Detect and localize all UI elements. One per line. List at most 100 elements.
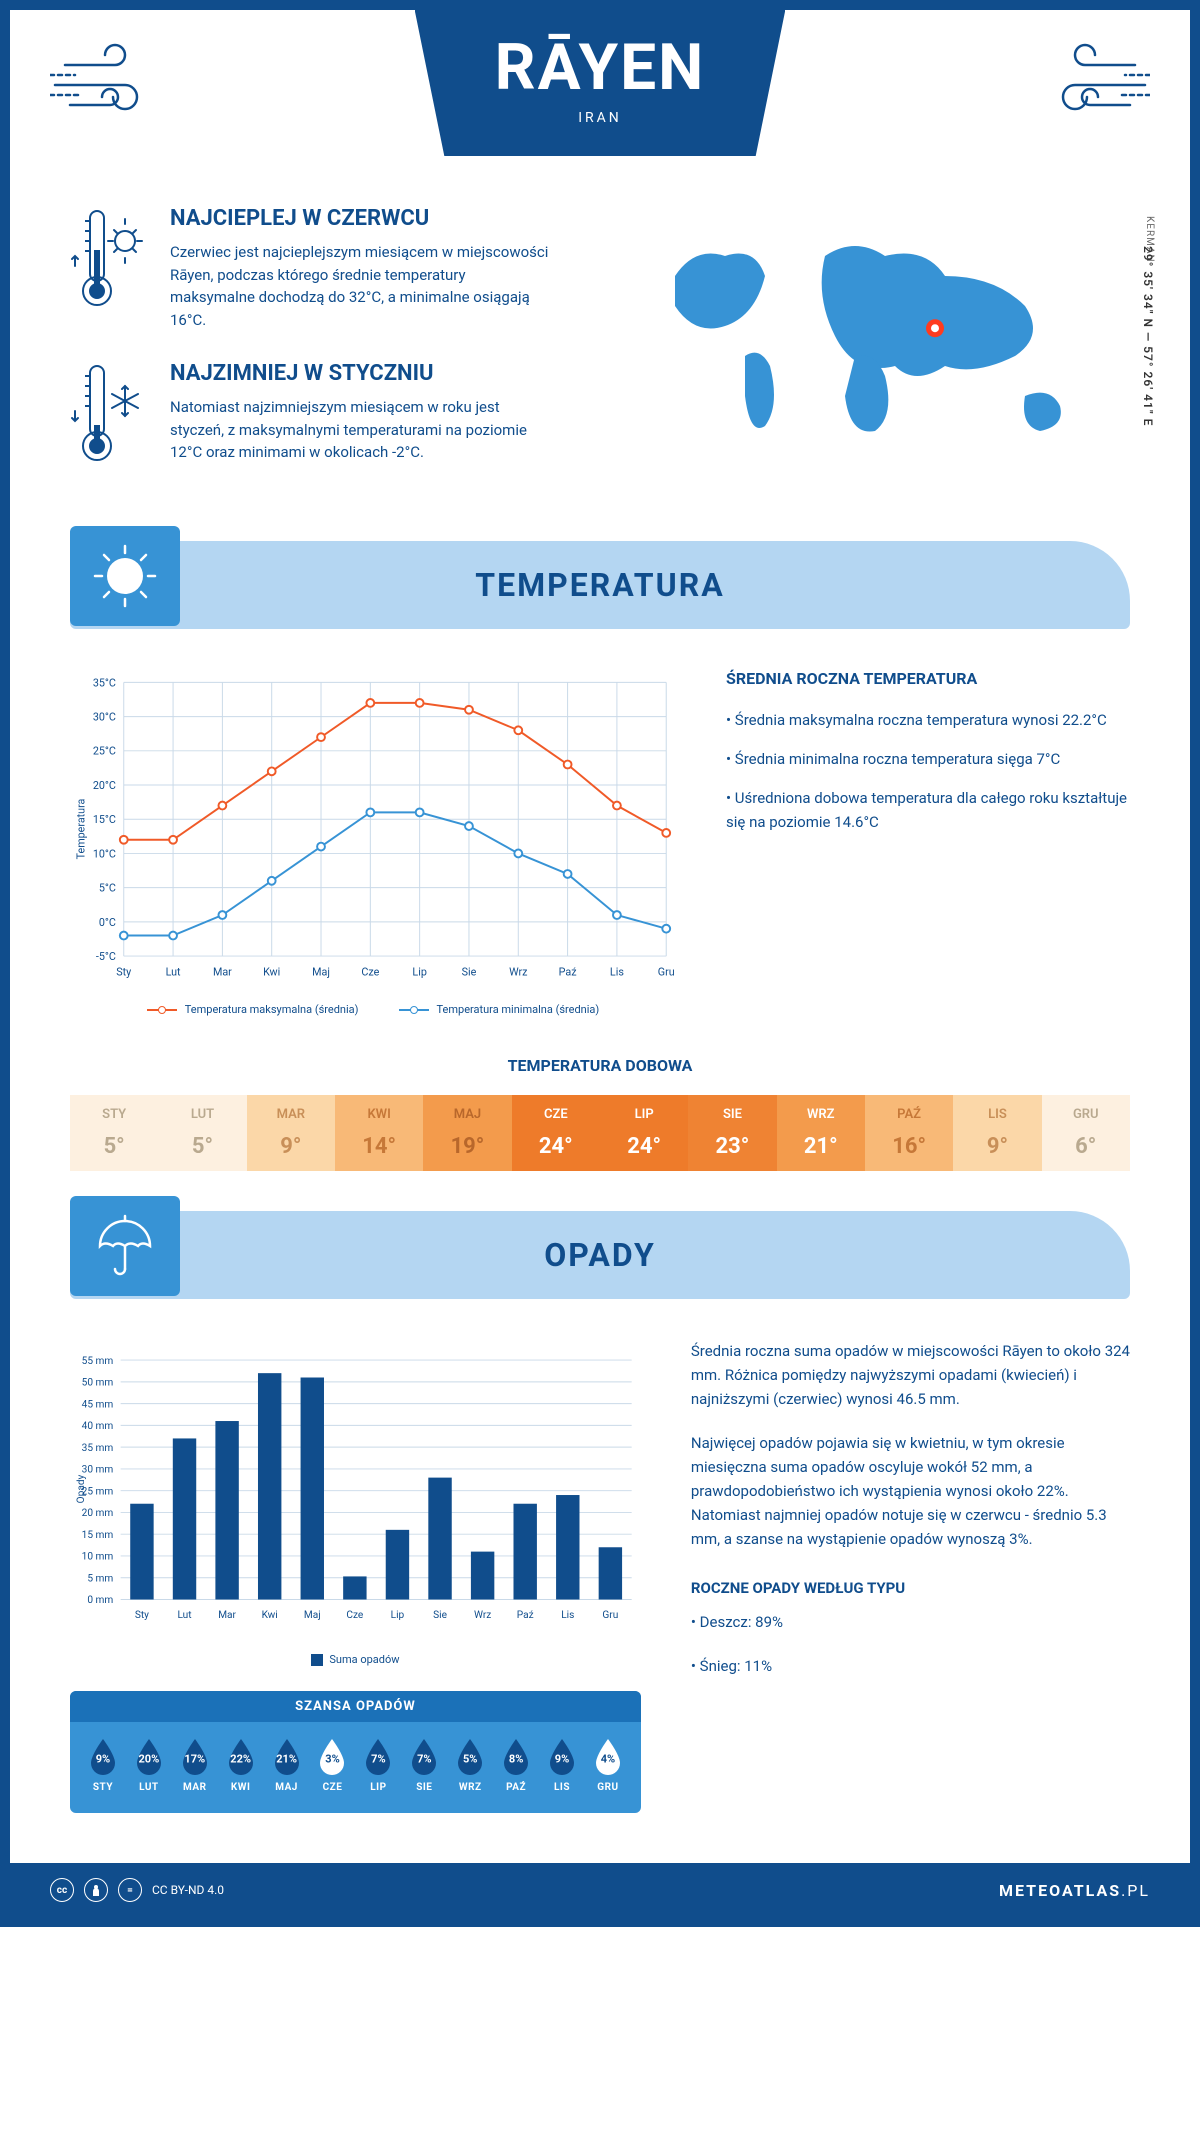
svg-text:50 mm: 50 mm [82, 1378, 114, 1389]
svg-text:15°C: 15°C [93, 813, 116, 826]
temp-cell: CZE24° [512, 1095, 600, 1171]
svg-text:-5°C: -5°C [96, 950, 116, 963]
precip-type-title: ROCZNE OPADY WEDŁUG TYPU [691, 1576, 1130, 1600]
location-marker [926, 319, 944, 337]
svg-text:40 mm: 40 mm [82, 1421, 114, 1432]
thermometer-cold-icon [70, 361, 150, 471]
svg-text:0°C: 0°C [99, 916, 116, 929]
svg-text:Lis: Lis [561, 1610, 574, 1621]
svg-text:Gru: Gru [658, 966, 675, 979]
license-text: CC BY-ND 4.0 [152, 1883, 224, 1897]
infographic-frame: RĀYEN IRAN [0, 0, 1200, 1927]
temperature-info: ŚREDNIA ROCZNA TEMPERATURA • Średnia mak… [726, 669, 1130, 1016]
svg-text:Kwi: Kwi [262, 1610, 278, 1621]
svg-text:Kwi: Kwi [263, 966, 280, 979]
svg-text:Paź: Paź [559, 966, 577, 979]
map-area: KERMAN 29° 35' 34" N — 57° 26' 41" E [620, 206, 1130, 501]
title-banner: RĀYEN IRAN [415, 10, 786, 156]
svg-text:Lip: Lip [412, 966, 426, 979]
svg-text:Paź: Paź [517, 1610, 534, 1621]
svg-text:35 mm: 35 mm [82, 1443, 114, 1454]
temp-cell: LUT5° [158, 1095, 246, 1171]
legend-max-label: Temperatura maksymalna (średnia) [185, 1003, 359, 1016]
by-icon [84, 1878, 108, 1902]
svg-text:35°C: 35°C [93, 676, 116, 689]
rain-chance-item: 3%CZE [310, 1737, 356, 1793]
rain-chance-item: 4%GRU [585, 1737, 631, 1793]
rain-chance-item: 8%PAŹ [493, 1737, 539, 1793]
svg-text:Temperatura: Temperatura [75, 798, 88, 859]
svg-text:Sie: Sie [433, 1610, 447, 1621]
rain-chance-item: 17%MAR [172, 1737, 218, 1793]
hottest-block: NAJCIEPLEJ W CZERWCU Czerwiec jest najci… [70, 206, 580, 331]
temp-cell: LIP24° [600, 1095, 688, 1171]
rain-chance-item: 7%SIE [401, 1737, 447, 1793]
svg-text:Wrz: Wrz [474, 1610, 491, 1621]
svg-text:Lis: Lis [610, 966, 624, 979]
header: RĀYEN IRAN [10, 10, 1190, 186]
daily-temp-title: TEMPERATURA DOBOWA [70, 1056, 1130, 1075]
svg-text:0 mm: 0 mm [87, 1595, 113, 1606]
temperature-chart: -5°C0°C5°C10°C15°C20°C25°C30°C35°CStyLut… [70, 669, 676, 1016]
rain-chance-item: 20%LUT [126, 1737, 172, 1793]
temperature-banner: TEMPERATURA [70, 541, 1130, 629]
rain-chance-item: 5%WRZ [447, 1737, 493, 1793]
site-name: METEOATLAS.PL [999, 1881, 1150, 1900]
legend-min-label: Temperatura minimalna (średnia) [437, 1003, 600, 1016]
coordinates: 29° 35' 34" N — 57° 26' 41" E [1141, 246, 1155, 426]
coldest-text: Natomiast najzimniejszym miesiącem w rok… [170, 396, 550, 464]
avg-temp-b3: • Uśredniona dobowa temperatura dla całe… [726, 786, 1130, 834]
footer: cc = CC BY-ND 4.0 METEOATLAS.PL [10, 1863, 1190, 1917]
temperature-title: TEMPERATURA [70, 566, 1130, 604]
svg-text:20 mm: 20 mm [82, 1508, 114, 1519]
chance-title: SZANSA OPADÓW [70, 1691, 641, 1722]
temp-cell: WRZ21° [777, 1095, 865, 1171]
wind-icon-left [50, 35, 170, 135]
rain-chance-item: 22%KWI [218, 1737, 264, 1793]
svg-text:15 mm: 15 mm [82, 1530, 114, 1541]
precip-type-2: • Śnieg: 11% [691, 1654, 1130, 1678]
svg-text:55 mm: 55 mm [82, 1356, 114, 1367]
city-title: RĀYEN [495, 30, 706, 105]
precip-legend: Suma opadów [70, 1653, 641, 1666]
avg-temp-title: ŚREDNIA ROCZNA TEMPERATURA [726, 669, 1130, 688]
precip-text-1: Średnia roczna suma opadów w miejscowośc… [691, 1339, 1130, 1411]
svg-text:Wrz: Wrz [509, 966, 527, 979]
temp-cell: MAJ19° [423, 1095, 511, 1171]
temp-cell: SIE23° [688, 1095, 776, 1171]
precip-text-2: Najwięcej opadów pojawia się w kwietniu,… [691, 1431, 1130, 1551]
svg-text:10°C: 10°C [93, 847, 116, 860]
precip-title: OPADY [70, 1236, 1130, 1274]
temp-cell: GRU6° [1042, 1095, 1130, 1171]
temp-cell: MAR9° [247, 1095, 335, 1171]
intro-section: NAJCIEPLEJ W CZERWCU Czerwiec jest najci… [10, 186, 1190, 541]
precipitation-chart: 0 mm5 mm10 mm15 mm20 mm25 mm30 mm35 mm40… [70, 1339, 641, 1639]
umbrella-icon-box [70, 1196, 180, 1296]
rain-chance-item: 9%STY [80, 1737, 126, 1793]
svg-text:30 mm: 30 mm [82, 1465, 114, 1476]
svg-text:Lip: Lip [391, 1610, 405, 1621]
svg-text:Maj: Maj [304, 1610, 321, 1621]
svg-text:Sty: Sty [116, 966, 131, 979]
temp-cell: PAŹ16° [865, 1095, 953, 1171]
cc-icon: cc [50, 1878, 74, 1902]
temp-cell: STY5° [70, 1095, 158, 1171]
precip-info: Średnia roczna suma opadów w miejscowośc… [691, 1339, 1130, 1813]
avg-temp-b1: • Średnia maksymalna roczna temperatura … [726, 708, 1130, 732]
precip-chance-box: SZANSA OPADÓW 9%STY20%LUT17%MAR22%KWI21%… [70, 1691, 641, 1813]
avg-temp-b2: • Średnia minimalna roczna temperatura s… [726, 747, 1130, 771]
thermometer-hot-icon [70, 206, 150, 316]
svg-text:30°C: 30°C [93, 711, 116, 724]
precip-type-1: • Deszcz: 89% [691, 1610, 1130, 1634]
daily-temperature: TEMPERATURA DOBOWA STY5°LUT5°MAR9°KWI14°… [10, 1056, 1190, 1211]
svg-text:Mar: Mar [218, 1610, 236, 1621]
svg-text:Cze: Cze [361, 966, 379, 979]
sun-icon [90, 541, 160, 611]
svg-text:Lut: Lut [166, 966, 181, 979]
country-subtitle: IRAN [495, 110, 706, 126]
svg-text:Gru: Gru [602, 1610, 618, 1621]
sun-icon-box [70, 526, 180, 626]
temperature-legend: Temperatura maksymalna (średnia) Tempera… [70, 1003, 676, 1016]
hottest-text: Czerwiec jest najcieplejszym miesiącem w… [170, 241, 550, 331]
rain-chance-item: 21%MAJ [264, 1737, 310, 1793]
